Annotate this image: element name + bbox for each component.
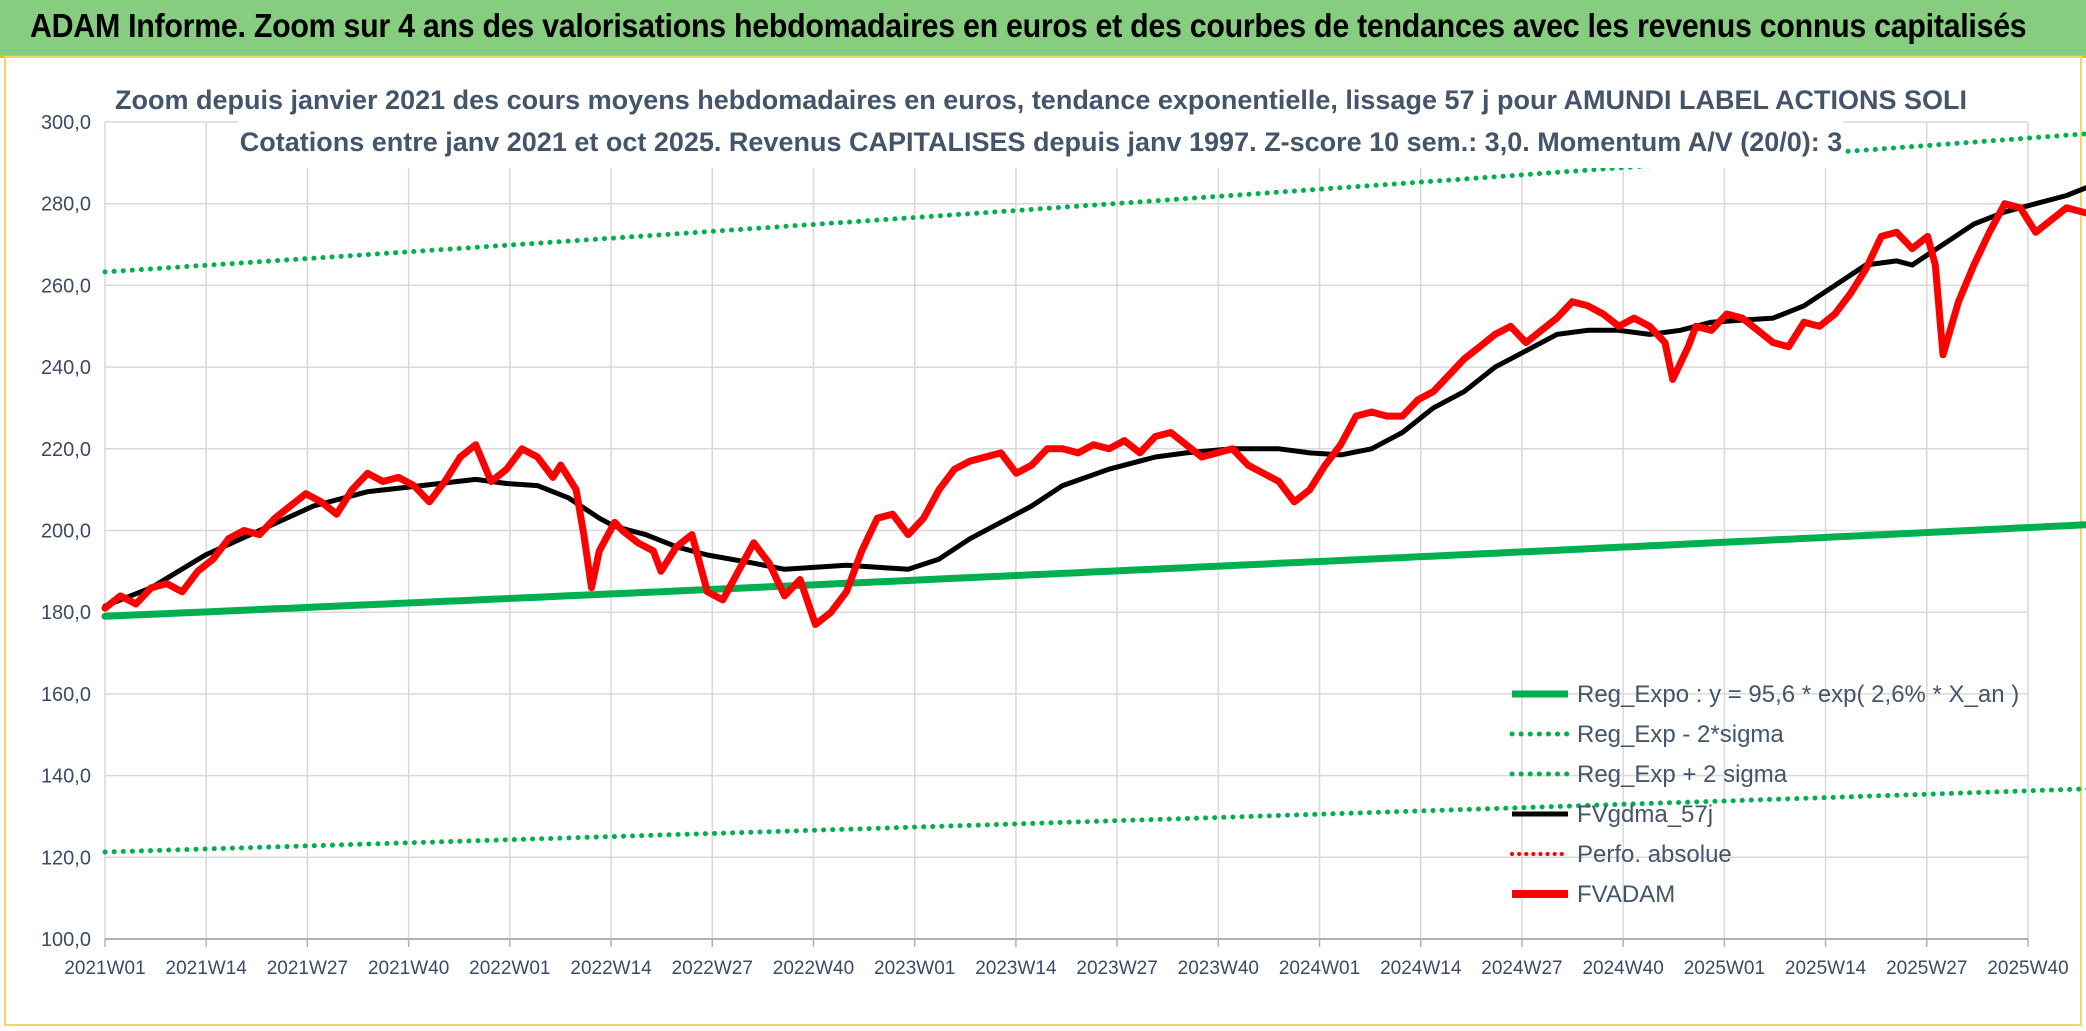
x-tick-label: 2022W27 — [672, 958, 753, 979]
y-tick-label: 100,0 — [41, 929, 91, 951]
chart-title: Zoom depuis janvier 2021 des cours moyen… — [115, 85, 1967, 115]
series-reg-expo — [101, 521, 2086, 620]
x-tick-label: 2025W40 — [1987, 958, 2068, 979]
legend-label-reg-expo: Reg_Expo : y = 95,6 * exp( 2,6% * X_an ) — [1577, 681, 2019, 708]
y-tick-label: 260,0 — [41, 275, 91, 297]
axes: 100,0 120,0 140,0 160,0 180,0 200,0 220,0 240,0… — [41, 112, 2069, 979]
chart-subtitle: Cotations entre janv 2021 et oct 2025. R… — [240, 127, 1843, 157]
series-fvadam — [101, 200, 2086, 628]
x-tick-label: 2023W01 — [874, 958, 955, 979]
x-tick-label: 2021W40 — [368, 958, 449, 979]
x-tick-label: 2023W40 — [1178, 958, 1259, 979]
chart-title-backdrop — [238, 76, 1843, 168]
report-title: ADAM Informe. Zoom sur 4 ans des valoris… — [30, 7, 2027, 44]
x-tick-label: 2021W14 — [166, 958, 248, 979]
x-tick-label: 2025W27 — [1886, 958, 1967, 979]
gridlines — [104, 121, 2029, 940]
x-tick-label: 2024W27 — [1481, 958, 1562, 979]
series-reg-exp-minus-2sigma — [102, 786, 2086, 855]
x-tick-label: 2024W40 — [1582, 958, 1663, 979]
chart-frame — [4, 56, 2082, 1026]
x-tick-label: 2025W01 — [1684, 958, 1765, 979]
y-tick-label: 160,0 — [41, 684, 91, 706]
y-tick-label: 280,0 — [41, 194, 91, 216]
y-tick-label: 140,0 — [41, 766, 91, 788]
y-tick-label: 240,0 — [41, 357, 91, 379]
x-tick-label: 2022W01 — [469, 958, 550, 979]
x-tick-label: 2024W14 — [1380, 958, 1462, 979]
x-tick-label: 2021W01 — [64, 958, 145, 979]
legend-label-reg-plus: Reg_Exp + 2 sigma — [1577, 761, 1788, 788]
x-tick-label: 2024W01 — [1279, 958, 1360, 979]
report-banner: ADAM Informe. Zoom sur 4 ans des valoris… — [0, 0, 2086, 58]
series-fvgdma-57j — [102, 185, 2086, 609]
x-tick-label: 2022W14 — [570, 958, 652, 979]
x-tick-label: 2023W27 — [1076, 958, 1157, 979]
x-tick-label: 2025W14 — [1785, 958, 1867, 979]
y-tick-label: 120,0 — [41, 847, 91, 869]
legend-label-fvadam: FVADAM — [1577, 881, 1675, 908]
legend-label-fvgdma: FVgdma_57j — [1577, 801, 1713, 828]
y-tick-label: 220,0 — [41, 439, 91, 461]
y-tick-label: 300,0 — [41, 112, 91, 134]
legend: Reg_Expo : y = 95,6 * exp( 2,6% * X_an )… — [1509, 681, 2019, 908]
x-tick-label: 2021W27 — [267, 958, 348, 979]
series-group — [101, 131, 2086, 855]
x-tick-label: 2022W40 — [773, 958, 854, 979]
legend-label-perfo: Perfo. absolue — [1577, 841, 1732, 868]
legend-label-reg-minus: Reg_Exp - 2*sigma — [1577, 721, 1784, 748]
x-tick-label: 2023W14 — [975, 958, 1057, 979]
y-tick-label: 180,0 — [41, 602, 91, 624]
y-tick-label: 200,0 — [41, 521, 91, 543]
